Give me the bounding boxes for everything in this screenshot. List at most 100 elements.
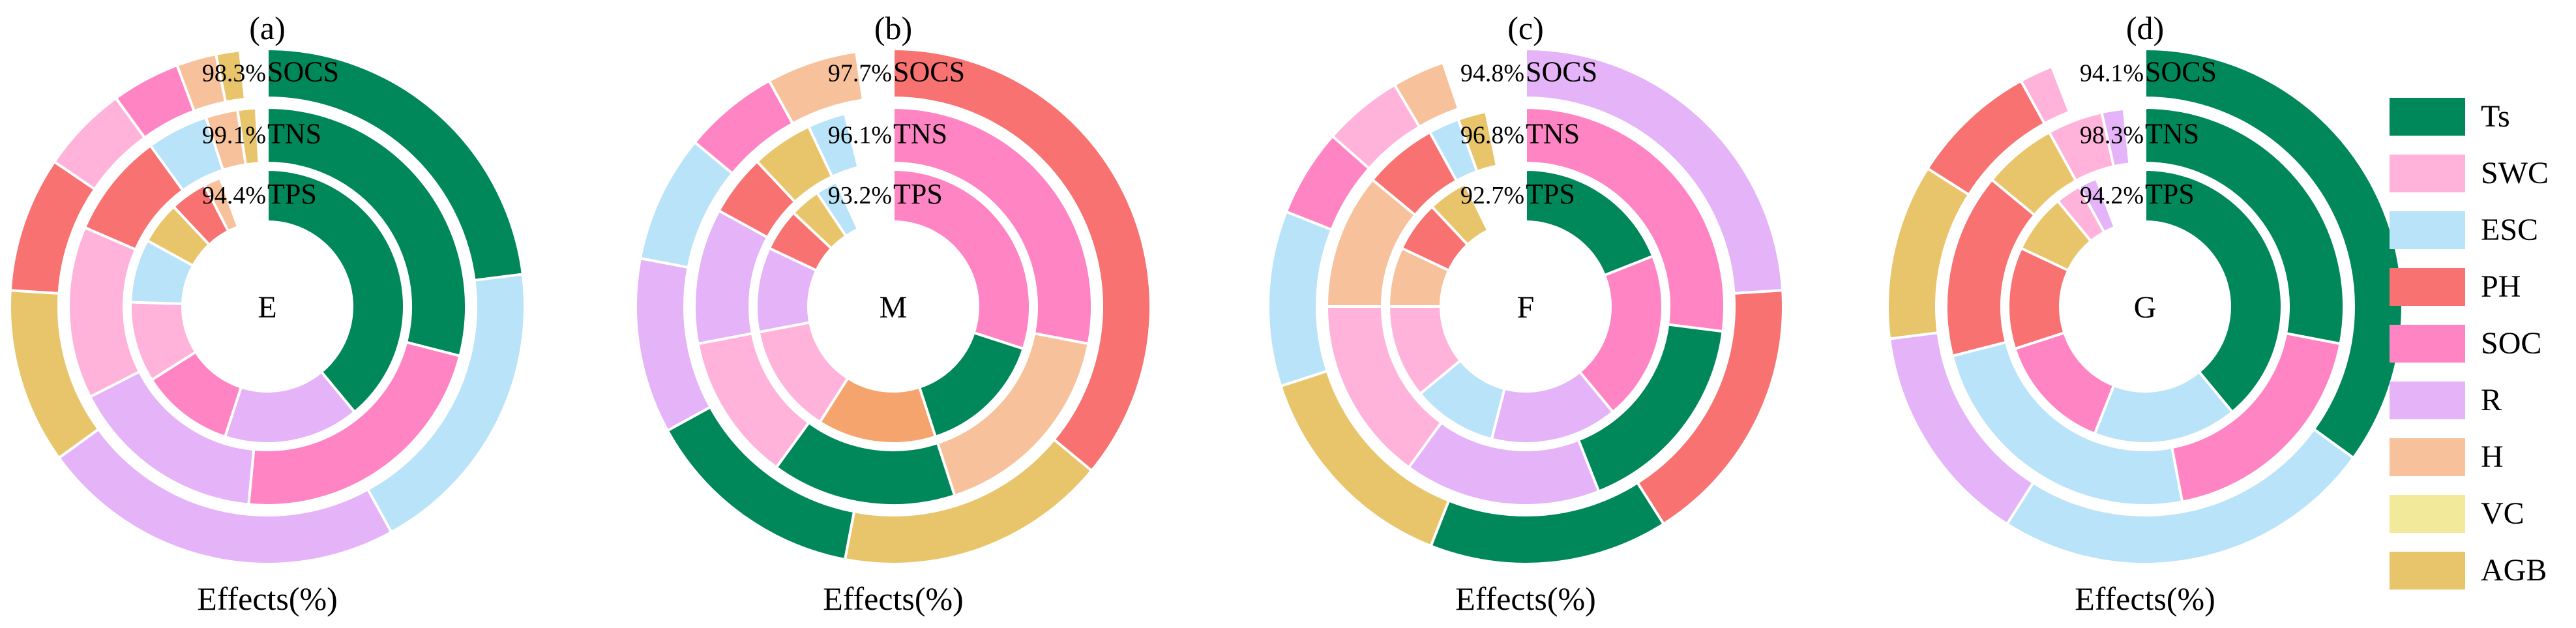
legend-label: SWC bbox=[2481, 156, 2549, 190]
x-axis-label: Effects(%) bbox=[823, 580, 964, 617]
legend-item-esc: ESC bbox=[2390, 211, 2538, 249]
slice-tns-esc bbox=[807, 112, 860, 178]
ring-total-label: 98.3% bbox=[2080, 122, 2144, 149]
ring-total-label: 96.8% bbox=[1460, 122, 1524, 149]
legend-label: AGB bbox=[2481, 553, 2547, 588]
slice-tns-esc bbox=[1951, 340, 2184, 507]
slice-tns-ts bbox=[2144, 106, 2346, 346]
legend-item-h: H bbox=[2390, 438, 2504, 476]
ring-tps bbox=[755, 168, 1031, 445]
ring-total-label: 98.3% bbox=[202, 60, 266, 87]
ring-tps bbox=[1387, 168, 1664, 445]
center-label: E bbox=[258, 290, 276, 325]
slice-tps-r bbox=[2077, 177, 2116, 234]
x-axis-label: Effects(%) bbox=[2075, 580, 2215, 617]
ring-total-label: 94.4% bbox=[202, 182, 266, 209]
slice-socs-h bbox=[767, 50, 865, 125]
ring-total-label: 93.2% bbox=[828, 182, 892, 209]
slice-tns-soc bbox=[1524, 106, 1726, 333]
legend: Ts SWC ESC PH SOC RH VC AGB bbox=[2390, 98, 2549, 590]
legend-swatch bbox=[2390, 98, 2465, 136]
legend-item-agb: AGB bbox=[2390, 552, 2547, 590]
ring-total-label: 94.1% bbox=[2080, 60, 2144, 87]
legend-item-ph: PH bbox=[2390, 268, 2521, 306]
panel-3: 94.8% SOCS 96.8% TNS 92.7% TPS F (c) Effects(%) bbox=[1267, 10, 1784, 617]
ring-tns bbox=[1945, 106, 2346, 507]
ring-tps bbox=[2007, 168, 2283, 445]
panel-4: 94.1% SOCS 98.3% TNS 94.2% TPS G (d) Effects(%) bbox=[1886, 10, 2404, 617]
ring-total-label: 96.1% bbox=[828, 122, 892, 149]
panel-label: (a) bbox=[249, 10, 286, 46]
ring-name-label: TNS bbox=[893, 118, 947, 150]
ring-total-label: 92.7% bbox=[1460, 182, 1524, 209]
ring-socs bbox=[8, 48, 527, 565]
ring-socs bbox=[634, 48, 1152, 565]
slice-tns-swc bbox=[67, 226, 141, 398]
legend-label: Ts bbox=[2481, 99, 2510, 134]
slice-tns-soc bbox=[892, 106, 1094, 346]
slice-socs-swc bbox=[2019, 65, 2071, 125]
panel-2: 97.7% SOCS 96.1% TNS 93.2% TPS M (b) Effects(%) bbox=[634, 10, 1152, 617]
ring-name-label: TPS bbox=[893, 178, 943, 210]
x-axis-label: Effects(%) bbox=[1455, 580, 1596, 617]
slice-socs-agb bbox=[215, 49, 246, 104]
center-label: M bbox=[880, 290, 908, 325]
slice-socs-ts bbox=[2144, 48, 2404, 460]
ring-name-label: TNS bbox=[2145, 118, 2199, 150]
ring-tps bbox=[129, 168, 406, 445]
slice-tps-ts bbox=[2144, 168, 2283, 413]
ring-tns bbox=[67, 106, 467, 507]
slice-tps-agb bbox=[1430, 182, 1490, 247]
slice-socs-ph bbox=[892, 48, 1152, 472]
legend-swatch bbox=[2390, 325, 2465, 363]
slice-socs-h bbox=[1393, 61, 1460, 128]
legend-swatch bbox=[2390, 495, 2465, 533]
ring-name-label: TPS bbox=[1526, 178, 1575, 210]
center-label: G bbox=[2134, 290, 2157, 325]
legend-swatch bbox=[2390, 211, 2465, 249]
ring-socs bbox=[1886, 48, 2404, 565]
slice-tns-agb bbox=[1457, 110, 1499, 173]
slice-tps-ts bbox=[266, 168, 406, 413]
x-axis-label: Effects(%) bbox=[197, 580, 338, 617]
legend-swatch bbox=[2390, 552, 2465, 590]
center-label: F bbox=[1517, 290, 1535, 325]
legend-item-r: R bbox=[2390, 381, 2502, 419]
slice-socs-esc bbox=[1267, 210, 1333, 388]
legend-label: VC bbox=[2481, 496, 2524, 531]
panel-label: (c) bbox=[1507, 10, 1544, 46]
ring-name-label: TPS bbox=[2145, 178, 2195, 210]
legend-label: ESC bbox=[2481, 213, 2538, 247]
ring-total-label: 99.1% bbox=[202, 122, 266, 149]
ring-tns bbox=[693, 106, 1094, 507]
legend-item-swc: SWC bbox=[2390, 155, 2549, 192]
legend-swatch bbox=[2390, 155, 2465, 192]
slice-tns-agb bbox=[236, 106, 261, 166]
legend-swatch bbox=[2390, 438, 2465, 476]
ring-name-label: SOCS bbox=[2145, 56, 2217, 88]
ring-name-label: TNS bbox=[1526, 118, 1580, 150]
legend-item-soc: SOC bbox=[2390, 325, 2541, 363]
legend-label: H bbox=[2481, 440, 2504, 474]
ring-name-label: TPS bbox=[267, 178, 317, 210]
legend-swatch bbox=[2390, 381, 2465, 419]
panel-label: (b) bbox=[874, 10, 912, 46]
ring-name-label: SOCS bbox=[893, 56, 965, 88]
legend-item-ts: Ts bbox=[2390, 98, 2510, 136]
panel-label: (d) bbox=[2126, 10, 2164, 46]
legend-label: SOC bbox=[2481, 326, 2541, 361]
ring-tns bbox=[1325, 106, 1726, 507]
legend-swatch bbox=[2390, 268, 2465, 306]
slice-tns-r bbox=[2100, 107, 2131, 168]
slice-tps-h bbox=[203, 176, 240, 233]
slice-tps-soc bbox=[892, 168, 1031, 350]
slice-tns-ts bbox=[266, 106, 467, 357]
ring-total-label: 97.7% bbox=[828, 60, 892, 87]
legend-label: R bbox=[2481, 383, 2502, 417]
ring-socs bbox=[1267, 48, 1784, 565]
ring-total-label: 94.2% bbox=[2080, 182, 2144, 209]
ring-name-label: TNS bbox=[267, 118, 321, 150]
ring-name-label: SOCS bbox=[1526, 56, 1597, 88]
